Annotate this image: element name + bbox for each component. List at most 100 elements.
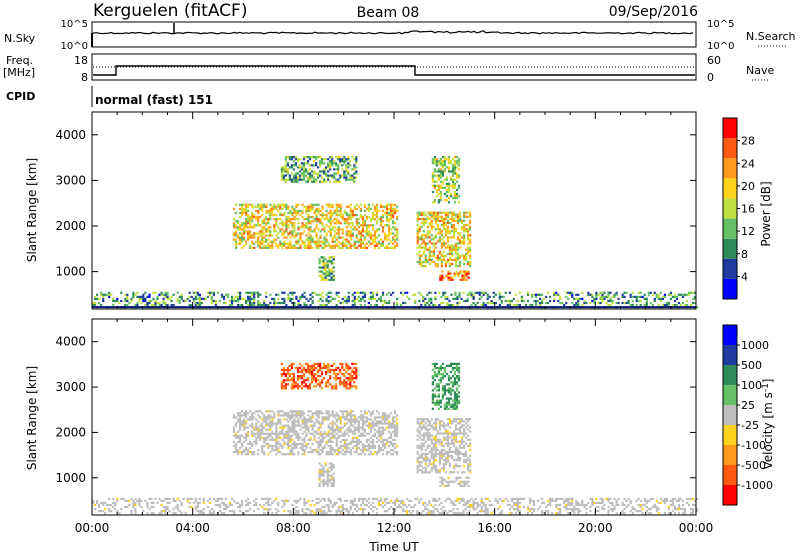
echo-cell xyxy=(291,226,294,229)
echo-cell xyxy=(359,414,362,417)
echo-cell xyxy=(469,228,472,231)
echo-cell xyxy=(381,230,385,233)
echo-cell xyxy=(331,449,334,452)
echo-cell xyxy=(295,232,298,235)
echo-cell xyxy=(295,424,298,427)
echo-cell xyxy=(292,160,295,163)
echo-cell xyxy=(448,463,452,466)
echo-cell xyxy=(394,428,397,431)
echo-cell xyxy=(432,448,435,451)
echo-cell xyxy=(394,426,397,429)
echo-cell xyxy=(450,293,453,296)
echo-cell xyxy=(353,297,356,300)
echo-cell xyxy=(599,295,602,298)
echo-cell xyxy=(299,234,302,237)
echo-cell xyxy=(297,226,300,229)
echo-cell xyxy=(303,416,306,419)
echo-cell xyxy=(331,436,334,439)
echo-cell xyxy=(210,299,213,303)
echo-cell xyxy=(321,180,324,183)
echo-cell xyxy=(290,178,293,181)
echo-cell xyxy=(347,412,350,415)
echo-cell xyxy=(355,375,358,378)
echo-cell xyxy=(341,216,344,219)
echo-cell xyxy=(335,432,338,435)
echo-cell xyxy=(621,301,624,305)
echo-cell xyxy=(420,236,423,239)
echo-cell xyxy=(549,299,552,303)
echo-cell xyxy=(232,440,236,443)
echo-cell xyxy=(508,301,511,305)
echo-cell xyxy=(287,297,290,300)
echo-cell xyxy=(329,162,332,165)
echo-cell xyxy=(196,291,199,294)
echo-cell xyxy=(347,418,350,421)
echo-cell xyxy=(290,377,293,380)
echo-cell xyxy=(251,205,254,208)
echo-cell xyxy=(396,230,399,233)
echo-cell xyxy=(333,236,336,239)
echo-cell xyxy=(322,478,325,481)
echo-cell xyxy=(324,262,327,265)
echo-cell xyxy=(432,213,435,216)
echo-cell xyxy=(347,230,350,233)
echo-cell xyxy=(347,164,350,167)
echo-cell xyxy=(367,442,370,446)
echo-cell xyxy=(371,442,375,446)
echo-cell xyxy=(294,162,297,165)
echo-cell xyxy=(301,432,304,435)
echo-cell xyxy=(458,246,462,249)
echo-cell xyxy=(337,246,340,249)
echo-cell xyxy=(446,422,450,425)
echo-cell xyxy=(363,224,366,227)
echo-cell xyxy=(315,373,318,376)
echo-cell xyxy=(287,438,290,441)
echo-cell xyxy=(323,418,326,421)
echo-cell xyxy=(329,453,332,456)
echo-cell xyxy=(321,207,324,210)
echo-cell xyxy=(273,416,276,419)
echo-cell xyxy=(124,505,127,509)
echo-cell xyxy=(331,158,334,161)
echo-cell xyxy=(379,449,383,452)
echo-cell xyxy=(353,226,356,229)
echo-cell xyxy=(383,444,387,448)
echo-cell xyxy=(321,446,324,450)
echo-cell xyxy=(381,416,385,419)
echo-cell xyxy=(329,166,332,169)
echo-cell xyxy=(381,244,385,247)
freq-panel: Freq. [MHz] 18 8 60 0 Nave CPID normal (… xyxy=(3,53,774,107)
echo-cell xyxy=(291,293,294,296)
echo-cell xyxy=(325,224,328,227)
echo-cell xyxy=(301,418,304,421)
echo-cell xyxy=(502,295,505,298)
echo-cell xyxy=(327,364,330,367)
echo-cell xyxy=(283,414,286,417)
echo-cell xyxy=(353,444,356,448)
echo-cell xyxy=(424,454,427,458)
echo-cell xyxy=(305,434,308,437)
echo-cell xyxy=(349,422,352,425)
echo-cell xyxy=(394,244,397,247)
echo-cell xyxy=(439,168,442,171)
echo-cell xyxy=(313,203,316,206)
echo-cell xyxy=(331,446,334,450)
echo-cell xyxy=(433,160,436,163)
echo-cell xyxy=(319,440,322,443)
echo-cell xyxy=(553,293,556,296)
echo-cell xyxy=(302,158,306,161)
echo-cell xyxy=(317,207,320,210)
echo-cell xyxy=(259,434,262,437)
echo-cell xyxy=(293,291,296,294)
echo-cell xyxy=(237,451,240,454)
echo-cell xyxy=(361,246,364,249)
echo-cell xyxy=(687,291,691,294)
echo-cell xyxy=(463,461,466,464)
echo-cell xyxy=(451,164,455,167)
echo-cell xyxy=(351,368,354,372)
echo-cell xyxy=(363,410,366,413)
echo-cell xyxy=(158,497,161,500)
echo-cell xyxy=(444,430,447,433)
echo-cell xyxy=(291,244,294,247)
echo-cell xyxy=(269,410,272,413)
